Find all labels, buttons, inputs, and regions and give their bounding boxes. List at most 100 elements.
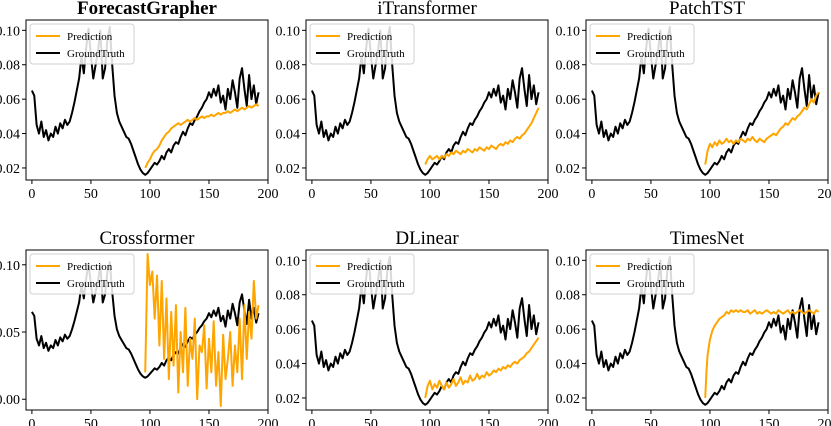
chart-panel-4: Crossformer 0 50 100 150 200 0.00 0.05 0.10 Predi…	[0, 228, 279, 426]
y-tick-label: 0.10	[556, 24, 581, 39]
y-tick-label: 0.10	[0, 24, 20, 39]
legend-label-prediction: Prediction	[67, 31, 113, 43]
y-tick-label: 0.04	[276, 128, 301, 143]
x-tick-label: 200	[258, 417, 279, 426]
chart-title: DLinear	[395, 228, 459, 249]
x-tick-label: 200	[818, 417, 831, 426]
legend-label-groundtruth: GroundTruth	[347, 48, 405, 60]
legend-label-groundtruth: GroundTruth	[347, 278, 405, 290]
x-tick-label: 100	[419, 417, 440, 426]
x-tick-label: 100	[699, 187, 720, 202]
x-tick-label: 50	[364, 187, 378, 202]
legend-label-groundtruth: GroundTruth	[627, 278, 685, 290]
y-tick-label: 0.10	[556, 254, 581, 269]
x-tick-label: 0	[28, 417, 35, 426]
y-tick-label: 0.00	[0, 393, 20, 408]
y-tick-label: 0.02	[556, 392, 581, 407]
chart-title: iTransformer	[377, 0, 477, 19]
x-tick-label: 150	[198, 187, 219, 202]
y-tick-label: 0.10	[0, 259, 20, 274]
chart-panel-3: PatchTST 0 50 100 150 200 0.02 0.04 0.06 0.08 0.10…	[556, 0, 831, 202]
chart-title: Crossformer	[100, 228, 196, 249]
legend-label-prediction: Prediction	[627, 31, 673, 43]
x-tick-label: 100	[139, 417, 160, 426]
y-tick-label: 0.08	[556, 289, 581, 304]
y-tick-label: 0.06	[276, 323, 301, 338]
series-line-groundtruth	[30, 25, 260, 176]
legend-label-prediction: Prediction	[347, 31, 393, 43]
chart-panel-5: DLinear 0 50 100 150 200 0.02 0.04 0.06 0.08 0.10 P…	[276, 228, 559, 426]
y-tick-label: 0.05	[0, 326, 20, 341]
chart-panel-2: iTransformer 0 50 100 150 200 0.02 0.04 0.06 0.08…	[276, 0, 559, 202]
x-tick-label: 200	[538, 417, 559, 426]
series-line-prediction	[424, 107, 540, 165]
series-line-groundtruth	[590, 255, 820, 406]
x-tick-label: 150	[758, 417, 779, 426]
x-tick-label: 200	[538, 187, 559, 202]
y-tick-label: 0.08	[276, 59, 301, 74]
series-line-groundtruth	[310, 25, 540, 176]
series-line-prediction	[144, 103, 260, 169]
series-line-groundtruth	[590, 25, 820, 176]
axes-frame	[305, 249, 549, 411]
x-tick-label: 50	[84, 417, 98, 426]
series-line-prediction	[704, 309, 820, 399]
series-line-prediction	[424, 337, 540, 399]
series-line-prediction	[144, 253, 260, 407]
legend-label-prediction: Prediction	[347, 261, 393, 273]
y-tick-label: 0.02	[0, 162, 20, 177]
x-tick-label: 200	[258, 187, 279, 202]
x-tick-label: 50	[84, 187, 98, 202]
y-tick-label: 0.04	[556, 358, 581, 373]
x-tick-label: 0	[588, 417, 595, 426]
legend-label-prediction: Prediction	[67, 261, 113, 273]
legend-label-groundtruth: GroundTruth	[67, 48, 125, 60]
y-tick-label: 0.10	[276, 254, 301, 269]
x-tick-label: 150	[758, 187, 779, 202]
y-tick-label: 0.06	[556, 323, 581, 338]
chart-panel-6: TimesNet 0 50 100 150 200 0.02 0.04 0.06 0.08 0.10…	[556, 228, 831, 426]
y-tick-label: 0.10	[276, 24, 301, 39]
y-tick-label: 0.02	[556, 162, 581, 177]
y-tick-label: 0.08	[276, 289, 301, 304]
x-tick-label: 100	[699, 417, 720, 426]
axes-frame	[305, 19, 549, 181]
chart-panel-1: ForecastGrapher 0 50 100 150 200 0.02 0.04 0.06 0…	[0, 0, 279, 202]
legend-label-prediction: Prediction	[627, 261, 673, 273]
axes-frame	[585, 19, 829, 181]
x-tick-label: 50	[644, 187, 658, 202]
x-tick-label: 50	[644, 417, 658, 426]
axes-frame	[25, 249, 269, 411]
chart-title: TimesNet	[670, 228, 745, 249]
chart-title: ForecastGrapher	[77, 0, 218, 19]
legend-label-groundtruth: GroundTruth	[627, 48, 685, 60]
chart-title: PatchTST	[669, 0, 745, 19]
series-line-groundtruth	[310, 255, 540, 406]
y-tick-label: 0.04	[0, 128, 20, 143]
x-tick-label: 100	[139, 187, 160, 202]
x-tick-label: 200	[818, 187, 831, 202]
x-tick-label: 0	[308, 187, 315, 202]
y-tick-label: 0.02	[276, 162, 301, 177]
x-tick-label: 100	[419, 187, 440, 202]
x-tick-label: 0	[588, 187, 595, 202]
series-line-prediction	[704, 91, 820, 165]
axes-frame	[25, 19, 269, 181]
y-tick-label: 0.06	[276, 93, 301, 108]
y-tick-label: 0.04	[276, 358, 301, 373]
x-tick-label: 150	[478, 417, 499, 426]
legend-label-groundtruth: GroundTruth	[67, 278, 125, 290]
y-tick-label: 0.08	[0, 59, 20, 74]
x-tick-label: 150	[198, 417, 219, 426]
y-tick-label: 0.02	[276, 392, 301, 407]
axes-frame	[585, 249, 829, 411]
series-line-groundtruth	[31, 261, 260, 379]
x-tick-label: 50	[364, 417, 378, 426]
x-tick-label: 150	[478, 187, 499, 202]
y-tick-label: 0.06	[556, 93, 581, 108]
x-tick-label: 0	[28, 187, 35, 202]
y-tick-label: 0.08	[556, 59, 581, 74]
x-tick-label: 0	[308, 417, 315, 426]
y-tick-label: 0.06	[0, 93, 20, 108]
